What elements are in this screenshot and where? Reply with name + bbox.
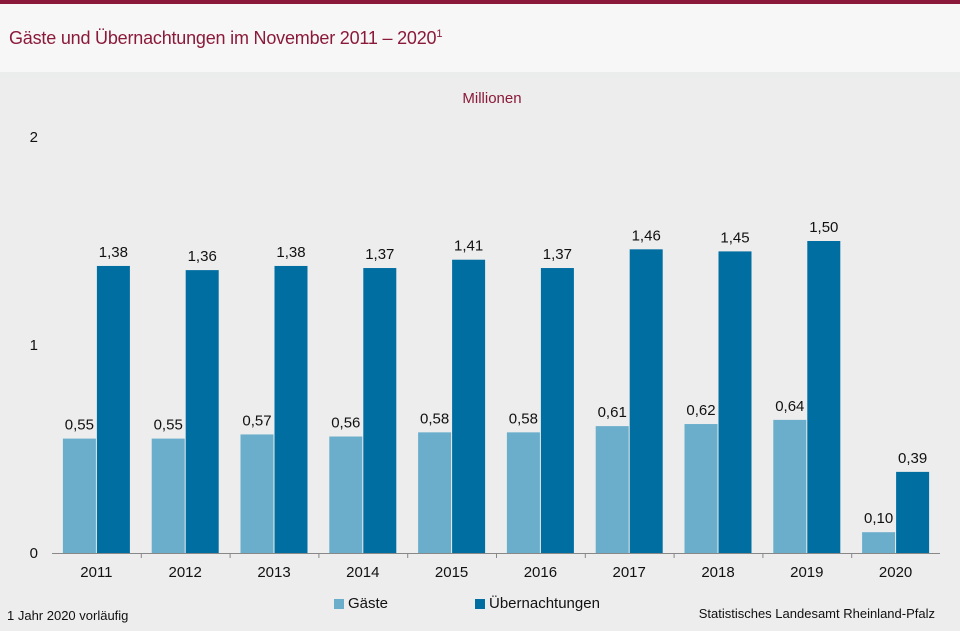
bar-gaeste	[862, 532, 896, 553]
bar-uebernachtungen	[185, 270, 219, 553]
data-label-uebernachtungen: 1,38	[99, 244, 128, 261]
chart-title-text: Gäste und Übernachtungen im November 201…	[9, 28, 437, 48]
bar-uebernachtungen	[96, 265, 130, 553]
data-label-uebernachtungen: 1,37	[365, 246, 394, 263]
bar-gaeste	[418, 432, 452, 553]
bar-gaeste	[506, 432, 540, 553]
bar-uebernachtungen	[540, 268, 574, 553]
x-tick-label: 2011	[80, 564, 112, 581]
legend-swatch-uebernachtungen	[475, 598, 485, 609]
x-tick-label: 2020	[879, 564, 912, 581]
x-tick-label: 2013	[257, 564, 290, 581]
bar-uebernachtungen	[896, 471, 930, 553]
data-label-gaeste: 0,55	[154, 417, 183, 434]
chart-header: Gäste und Übernachtungen im November 201…	[0, 4, 960, 72]
bar-gaeste	[595, 426, 629, 553]
legend-item-gaeste: Gäste	[334, 595, 388, 612]
data-label-gaeste: 0,62	[686, 402, 715, 419]
data-label-uebernachtungen: 1,41	[454, 238, 483, 255]
top-accent-rule	[0, 0, 960, 4]
bar-uebernachtungen	[807, 241, 841, 553]
data-label-gaeste: 0,10	[864, 510, 893, 527]
bar-uebernachtungen	[452, 259, 486, 553]
data-label-uebernachtungen: 1,37	[543, 246, 572, 263]
data-label-gaeste: 0,58	[509, 410, 538, 427]
source-credit: Statistisches Landesamt Rheinland-Pfalz	[698, 606, 935, 621]
bar-uebernachtungen	[718, 251, 752, 553]
chart-title: Gäste und Übernachtungen im November 201…	[9, 28, 442, 49]
y-tick-label: 1	[30, 337, 38, 354]
bar-gaeste	[773, 419, 807, 553]
x-tick-label: 2015	[435, 564, 468, 581]
bar-gaeste	[684, 424, 718, 553]
footnote: 1 Jahr 2020 vorläufig	[7, 608, 129, 623]
bar-gaeste	[329, 436, 363, 553]
x-tick-label: 2019	[790, 564, 823, 581]
bar-gaeste	[62, 438, 96, 553]
x-tick-label: 2016	[524, 564, 557, 581]
x-tick-label: 2012	[169, 564, 202, 581]
data-label-gaeste: 0,64	[775, 398, 804, 415]
data-label-gaeste: 0,56	[331, 415, 360, 432]
legend-item-uebernachtungen: Übernachtungen	[475, 595, 600, 612]
data-label-uebernachtungen: 1,50	[809, 219, 838, 236]
x-tick-label: 2014	[346, 564, 379, 581]
data-label-uebernachtungen: 1,38	[276, 244, 305, 261]
legend-swatch-gaeste	[334, 598, 344, 609]
legend-label-uebernachtungen: Übernachtungen	[489, 595, 600, 612]
data-label-gaeste: 0,55	[65, 417, 94, 434]
bar-uebernachtungen	[274, 265, 308, 553]
bar-gaeste	[151, 438, 185, 553]
bar-uebernachtungen	[363, 268, 397, 553]
unit-label: Millionen	[462, 90, 522, 107]
data-label-uebernachtungen: 0,39	[898, 450, 927, 467]
x-tick-label: 2017	[613, 564, 646, 581]
data-label-uebernachtungen: 1,36	[188, 248, 217, 265]
data-label-uebernachtungen: 1,45	[720, 229, 749, 246]
data-label-uebernachtungen: 1,46	[632, 227, 661, 244]
bar-uebernachtungen	[629, 249, 663, 553]
y-tick-label: 2	[30, 129, 38, 146]
legend-label-gaeste: Gäste	[348, 595, 389, 612]
bar-gaeste	[240, 434, 274, 553]
y-tick-label: 0	[30, 545, 38, 562]
data-label-gaeste: 0,61	[598, 404, 627, 421]
data-label-gaeste: 0,58	[420, 410, 449, 427]
title-footnote-marker: 1	[436, 28, 443, 40]
x-tick-label: 2018	[701, 564, 734, 581]
data-label-gaeste: 0,57	[242, 412, 271, 429]
